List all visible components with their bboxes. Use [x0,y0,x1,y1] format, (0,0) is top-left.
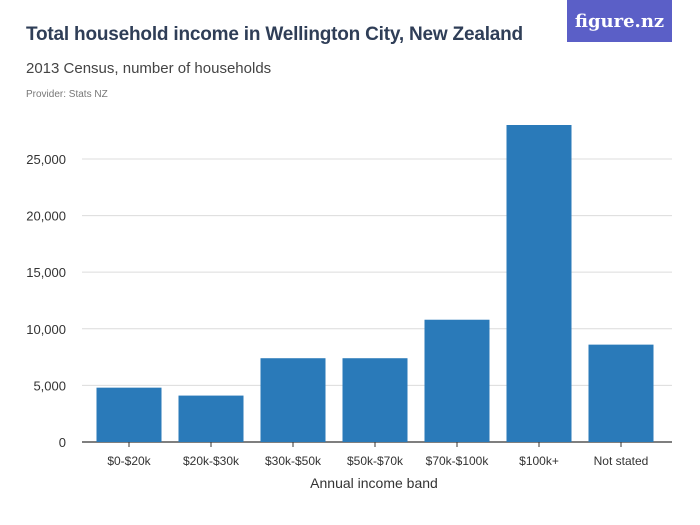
x-tick-label: $0-$20k [107,454,151,468]
bar-2[interactable] [260,358,326,442]
bar-4[interactable] [424,319,490,442]
y-tick-label: 15,000 [26,265,66,280]
x-axis-title: Annual income band [310,475,438,491]
provider-note: Provider: Stats NZ [26,89,108,100]
x-axis-ticks: $0-$20k $20k-$30k $30k-$50k $50k-$70k $70k-$… [107,442,648,468]
y-tick-label: 25,000 [26,152,66,167]
x-tick-label: $50k-$70k [347,454,404,468]
bar-1[interactable] [178,395,244,442]
y-tick-label: 5,000 [33,378,66,393]
logo-text: figure.nz [574,10,665,32]
bar-5[interactable] [506,125,572,442]
y-tick-label: 20,000 [26,209,66,224]
x-tick-label: Not stated [594,454,649,468]
x-tick-label: $30k-$50k [265,454,322,468]
x-tick-label: $100k+ [519,454,559,468]
y-tick-label: 0 [59,435,66,450]
bar-6[interactable] [588,344,654,442]
bar-3[interactable] [342,358,408,442]
figure-nz-logo[interactable]: figure.nz [567,0,672,42]
x-tick-label: $20k-$30k [183,454,240,468]
chart-subtitle: 2013 Census, number of households [26,60,272,77]
y-tick-label: 10,000 [26,322,66,337]
x-tick-label: $70k-$100k [426,454,490,468]
bars [96,125,654,442]
bar-0[interactable] [96,387,162,442]
y-axis-ticks: 0 5,000 10,000 15,000 20,000 25,000 [26,152,66,450]
chart-title: Total household income in Wellington Cit… [26,24,523,45]
